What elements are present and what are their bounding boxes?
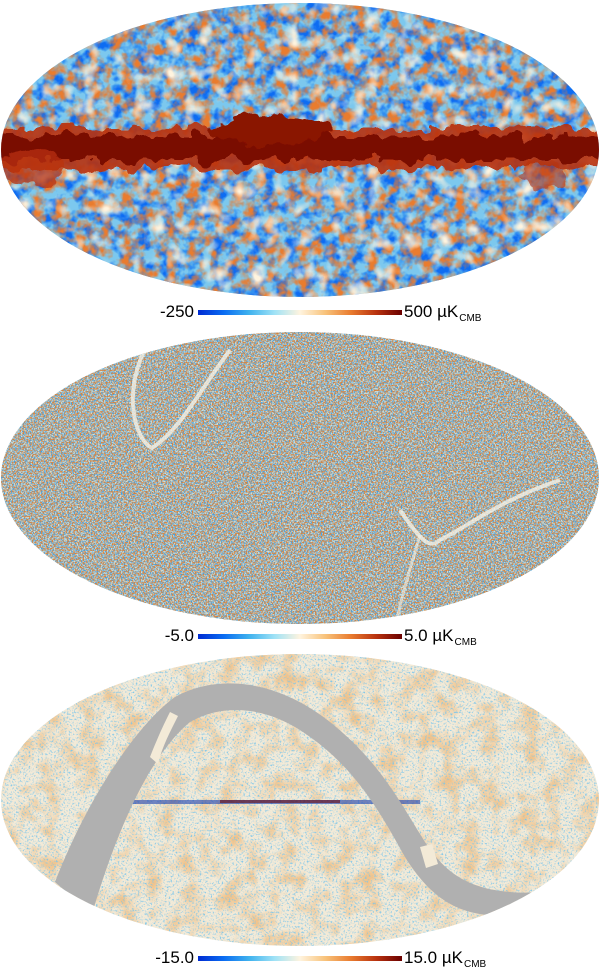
mollweide-map-frequency bbox=[1, 3, 599, 297]
colorbar-gradient bbox=[198, 310, 402, 315]
colorbar-frequency: -250 500 µKCMB bbox=[0, 302, 600, 326]
colorbar-gradient bbox=[198, 956, 402, 961]
colorbar-min-label: -5.0 bbox=[164, 626, 194, 645]
mollweide-map-noise bbox=[1, 332, 599, 624]
mollweide-map-difference bbox=[1, 654, 599, 946]
unit-label: µK bbox=[432, 626, 454, 645]
unit-label: µK bbox=[441, 948, 463, 967]
colorbar-max-value: 15.0 bbox=[404, 948, 438, 967]
colorbar-max-label: 15.0 µKCMB bbox=[404, 948, 486, 971]
colorbar-max-label: 5.0 µKCMB bbox=[404, 626, 477, 649]
colorbar-max-label: 500 µKCMB bbox=[404, 302, 481, 325]
colorbar-max-value: 5.0 bbox=[404, 626, 428, 645]
colorbar-noise: -5.0 5.0 µKCMB bbox=[0, 626, 600, 650]
unit-subscript: CMB bbox=[463, 959, 487, 970]
panel-frequency-map: -250 500 µKCMB bbox=[0, 0, 600, 330]
panel-noise-map: -5.0 5.0 µKCMB bbox=[0, 330, 600, 652]
colorbar-gradient bbox=[198, 634, 402, 639]
unit-subscript: CMB bbox=[454, 637, 477, 648]
colorbar-max-value: 500 bbox=[404, 302, 433, 321]
colorbar-min-label: -250 bbox=[159, 302, 194, 321]
unit-label: µK bbox=[437, 302, 459, 321]
colorbar-difference: -15.0 15.0 µKCMB bbox=[0, 948, 600, 972]
panel-difference-map: -15.0 15.0 µKCMB bbox=[0, 652, 600, 972]
unit-subscript: CMB bbox=[459, 313, 482, 324]
colorbar-min-label: -15.0 bbox=[155, 948, 194, 967]
